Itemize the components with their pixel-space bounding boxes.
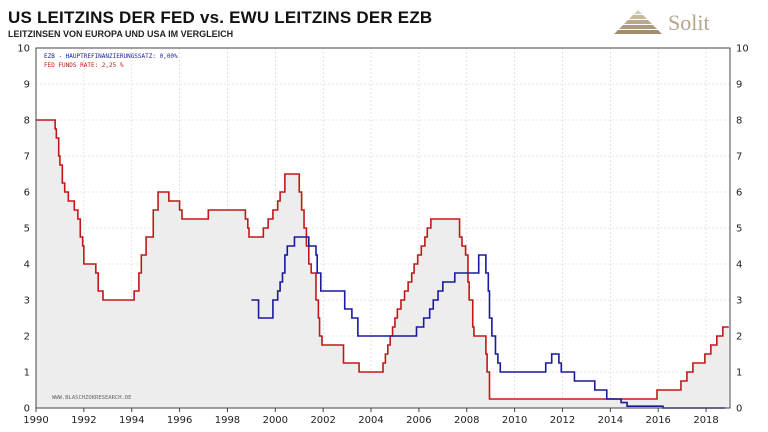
x-tick-label: 2004	[358, 415, 383, 426]
y-tick-label-right: 6	[736, 188, 742, 199]
axis-ticks: 0 0 1 1 2 2 3 3 4 4 5 5 6 6 7 7 8 8 9 9 10 10 1990 1992 1994 1996…	[17, 44, 748, 427]
y-tick-label-left: 2	[24, 332, 30, 343]
y-tick-label-left: 6	[24, 188, 30, 199]
x-tick-label: 1994	[119, 415, 144, 426]
y-tick-label-right: 5	[736, 224, 742, 235]
x-tick-label: 2014	[598, 415, 623, 426]
pyramid-icon	[614, 10, 662, 34]
solit-logo: Solit	[612, 6, 762, 42]
y-tick-label-left: 4	[24, 260, 30, 271]
x-tick-label: 2006	[406, 415, 431, 426]
x-tick-label: 1998	[215, 415, 240, 426]
series-area-fill	[36, 120, 729, 408]
y-tick-label-right: 9	[736, 80, 742, 91]
x-tick-label: 2016	[645, 415, 670, 426]
logo-text: Solit	[668, 10, 710, 35]
x-tick-label: 2010	[502, 415, 527, 426]
chart-title: US LEITZINS DER FED vs. EWU LEITZINS DER…	[8, 8, 433, 27]
x-tick-label: 2000	[263, 415, 288, 426]
x-tick-label: 2018	[693, 415, 718, 426]
series-lines	[36, 119, 729, 409]
x-tick-label: 1990	[23, 415, 48, 426]
watermark-text: WWW.BLASCHZOKRESEARCH.DE	[52, 395, 131, 401]
legend: EZB - HAUPTREFINANZIERUNGSSATZ: 0,00% FED…	[44, 53, 178, 69]
y-tick-label-right: 10	[736, 44, 749, 55]
y-tick-label-left: 9	[24, 80, 30, 91]
y-tick-label-left: 0	[24, 404, 30, 415]
y-tick-label-left: 7	[24, 152, 30, 163]
y-tick-label-left: 10	[17, 44, 30, 55]
legend-entry: EZB - HAUPTREFINANZIERUNGSSATZ: 0,00%	[44, 53, 178, 60]
ezb-rate-line	[251, 236, 726, 409]
y-tick-label-right: 1	[736, 368, 742, 379]
y-tick-label-left: 8	[24, 116, 30, 127]
x-tick-label: 2002	[310, 415, 335, 426]
x-tick-label: 1996	[167, 415, 192, 426]
y-tick-label-right: 4	[736, 260, 742, 271]
fed-rate-line	[36, 119, 729, 400]
plot-frame	[35, 47, 731, 409]
y-tick-label-right: 2	[736, 332, 742, 343]
watermark: WWW.BLASCHZOKRESEARCH.DE	[52, 395, 131, 401]
y-tick-label-left: 3	[24, 296, 30, 307]
x-tick-label: 2012	[550, 415, 575, 426]
x-tick-label: 2008	[454, 415, 479, 426]
fed-area-fill	[36, 120, 729, 408]
y-tick-label-right: 0	[736, 404, 742, 415]
y-tick-label-right: 3	[736, 296, 742, 307]
legend-entry: FED FUNDS RATE: 2,25 %	[44, 62, 124, 69]
y-tick-label-right: 8	[736, 116, 742, 127]
y-tick-label-right: 7	[736, 152, 742, 163]
y-tick-label-left: 5	[24, 224, 30, 235]
y-tick-label-left: 1	[24, 368, 30, 379]
chart-subtitle: LEITZINSEN VON EUROPA UND USA IM VERGLEI…	[8, 29, 234, 39]
x-tick-label: 1992	[71, 415, 96, 426]
